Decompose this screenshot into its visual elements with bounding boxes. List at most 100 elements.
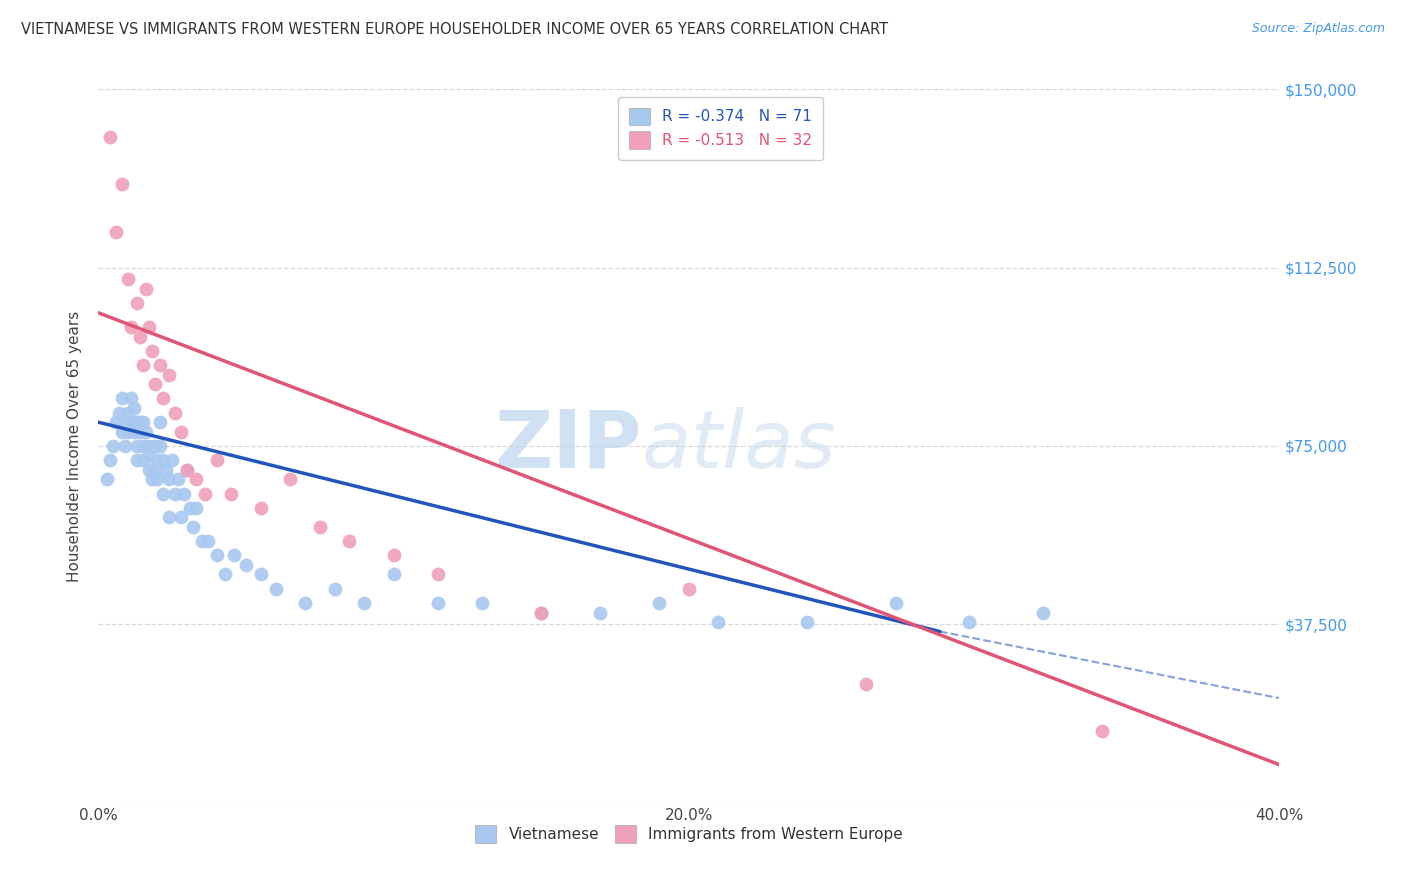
Point	[280, 472, 302, 486]
Point	[167, 472, 190, 486]
Point	[382, 549, 405, 563]
Point	[796, 615, 818, 629]
Point	[181, 520, 204, 534]
Point	[120, 392, 142, 406]
Point	[120, 415, 142, 429]
Point	[194, 486, 217, 500]
Point	[214, 567, 236, 582]
Point	[117, 406, 139, 420]
Y-axis label: Householder Income Over 65 years: Householder Income Over 65 years	[67, 310, 83, 582]
Point	[132, 415, 155, 429]
Point	[589, 606, 612, 620]
Point	[170, 510, 193, 524]
Point	[132, 453, 155, 467]
Point	[250, 500, 273, 515]
Point	[132, 439, 155, 453]
Point	[205, 453, 228, 467]
Point	[191, 534, 214, 549]
Point	[117, 272, 139, 286]
Point	[103, 439, 125, 453]
Point	[427, 567, 450, 582]
Point	[128, 415, 150, 429]
Point	[353, 596, 375, 610]
Point	[146, 453, 169, 467]
Point	[120, 320, 142, 334]
Point	[250, 567, 273, 582]
Point	[678, 582, 700, 596]
Legend: Vietnamese, Immigrants from Western Europe: Vietnamese, Immigrants from Western Euro…	[468, 819, 910, 848]
Point	[235, 558, 257, 572]
Point	[125, 296, 148, 310]
Point	[141, 343, 163, 358]
Point	[125, 415, 148, 429]
Point	[184, 472, 207, 486]
Point	[125, 453, 148, 467]
Point	[339, 534, 361, 549]
Point	[125, 439, 148, 453]
Point	[114, 415, 136, 429]
Point	[176, 463, 198, 477]
Point	[143, 377, 166, 392]
Point	[157, 472, 180, 486]
Point	[427, 596, 450, 610]
Point	[143, 463, 166, 477]
Point	[648, 596, 671, 610]
Point	[471, 596, 494, 610]
Point	[855, 677, 877, 691]
Point	[197, 534, 219, 549]
Point	[146, 472, 169, 486]
Point	[141, 472, 163, 486]
Point	[1032, 606, 1054, 620]
Point	[132, 358, 155, 372]
Point	[884, 596, 907, 610]
Point	[98, 129, 121, 144]
Point	[323, 582, 346, 596]
Point	[135, 282, 157, 296]
Point	[152, 453, 174, 467]
Point	[149, 439, 172, 453]
Point	[707, 615, 730, 629]
Point	[157, 368, 180, 382]
Point	[105, 415, 128, 429]
Point	[117, 425, 139, 439]
Text: Source: ZipAtlas.com: Source: ZipAtlas.com	[1251, 22, 1385, 36]
Point	[138, 449, 160, 463]
Point	[96, 472, 118, 486]
Point	[128, 329, 150, 343]
Point	[111, 392, 134, 406]
Point	[122, 425, 145, 439]
Point	[135, 439, 157, 453]
Point	[122, 401, 145, 415]
Point	[1091, 724, 1114, 739]
Point	[205, 549, 228, 563]
Point	[309, 520, 332, 534]
Point	[138, 320, 160, 334]
Text: ZIP: ZIP	[495, 407, 641, 485]
Point	[165, 486, 187, 500]
Point	[108, 406, 131, 420]
Point	[111, 425, 134, 439]
Point	[152, 486, 174, 500]
Point	[173, 486, 195, 500]
Point	[162, 453, 183, 467]
Point	[176, 463, 198, 477]
Point	[141, 439, 163, 453]
Text: atlas: atlas	[641, 407, 837, 485]
Point	[143, 439, 166, 453]
Point	[98, 453, 121, 467]
Point	[530, 606, 553, 620]
Point	[170, 425, 193, 439]
Point	[959, 615, 981, 629]
Point	[114, 439, 136, 453]
Point	[221, 486, 243, 500]
Point	[105, 225, 128, 239]
Text: VIETNAMESE VS IMMIGRANTS FROM WESTERN EUROPE HOUSEHOLDER INCOME OVER 65 YEARS CO: VIETNAMESE VS IMMIGRANTS FROM WESTERN EU…	[21, 22, 889, 37]
Point	[530, 606, 553, 620]
Point	[155, 463, 177, 477]
Point	[184, 500, 207, 515]
Point	[149, 415, 172, 429]
Point	[264, 582, 287, 596]
Point	[128, 425, 150, 439]
Point	[294, 596, 316, 610]
Point	[111, 178, 134, 192]
